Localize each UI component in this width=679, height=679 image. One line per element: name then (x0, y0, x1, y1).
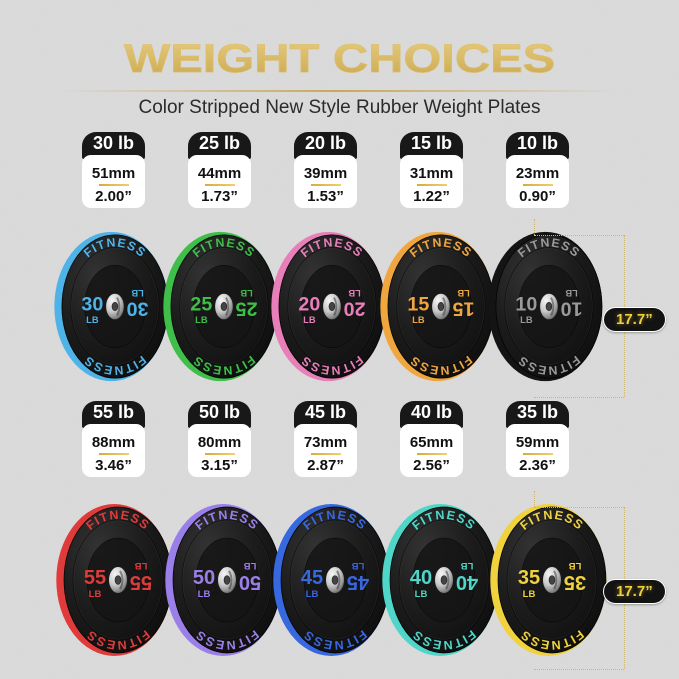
svg-text:40: 40 (455, 571, 477, 593)
svg-text:20: 20 (298, 293, 320, 315)
svg-text:LB: LB (414, 589, 427, 600)
svg-text:LB: LB (89, 589, 102, 600)
svg-text:50: 50 (192, 567, 214, 589)
svg-text:30: 30 (127, 298, 149, 320)
svg-text:55: 55 (84, 567, 106, 589)
svg-text:LB: LB (131, 288, 144, 298)
svg-text:20: 20 (344, 298, 366, 320)
svg-text:LB: LB (197, 589, 210, 600)
svg-text:25: 25 (235, 298, 257, 320)
svg-text:15: 15 (407, 293, 429, 315)
svg-text:LB: LB (240, 288, 253, 298)
svg-text:LB: LB (303, 315, 316, 325)
svg-text:30: 30 (81, 293, 103, 315)
svg-text:LB: LB (243, 560, 256, 571)
svg-text:LB: LB (352, 560, 365, 571)
svg-text:45: 45 (301, 567, 323, 589)
svg-text:10: 10 (515, 293, 537, 315)
svg-text:LB: LB (86, 315, 99, 325)
svg-text:55: 55 (130, 571, 152, 593)
svg-text:45: 45 (347, 571, 369, 593)
svg-text:LB: LB (306, 589, 319, 600)
svg-text:LB: LB (565, 288, 578, 298)
svg-text:LB: LB (457, 288, 470, 298)
svg-text:35: 35 (564, 571, 586, 593)
svg-text:50: 50 (238, 571, 260, 593)
svg-text:LB: LB (135, 560, 148, 571)
svg-text:LB: LB (523, 589, 536, 600)
svg-text:35: 35 (518, 567, 540, 589)
svg-text:LB: LB (520, 315, 533, 325)
svg-text:40: 40 (409, 567, 431, 589)
svg-text:LB: LB (569, 560, 582, 571)
svg-text:LB: LB (348, 288, 361, 298)
svg-text:LB: LB (412, 315, 425, 325)
svg-text:LB: LB (460, 560, 473, 571)
svg-text:LB: LB (195, 315, 208, 325)
svg-text:15: 15 (452, 298, 474, 320)
svg-text:10: 10 (561, 298, 583, 320)
svg-text:25: 25 (190, 293, 212, 315)
